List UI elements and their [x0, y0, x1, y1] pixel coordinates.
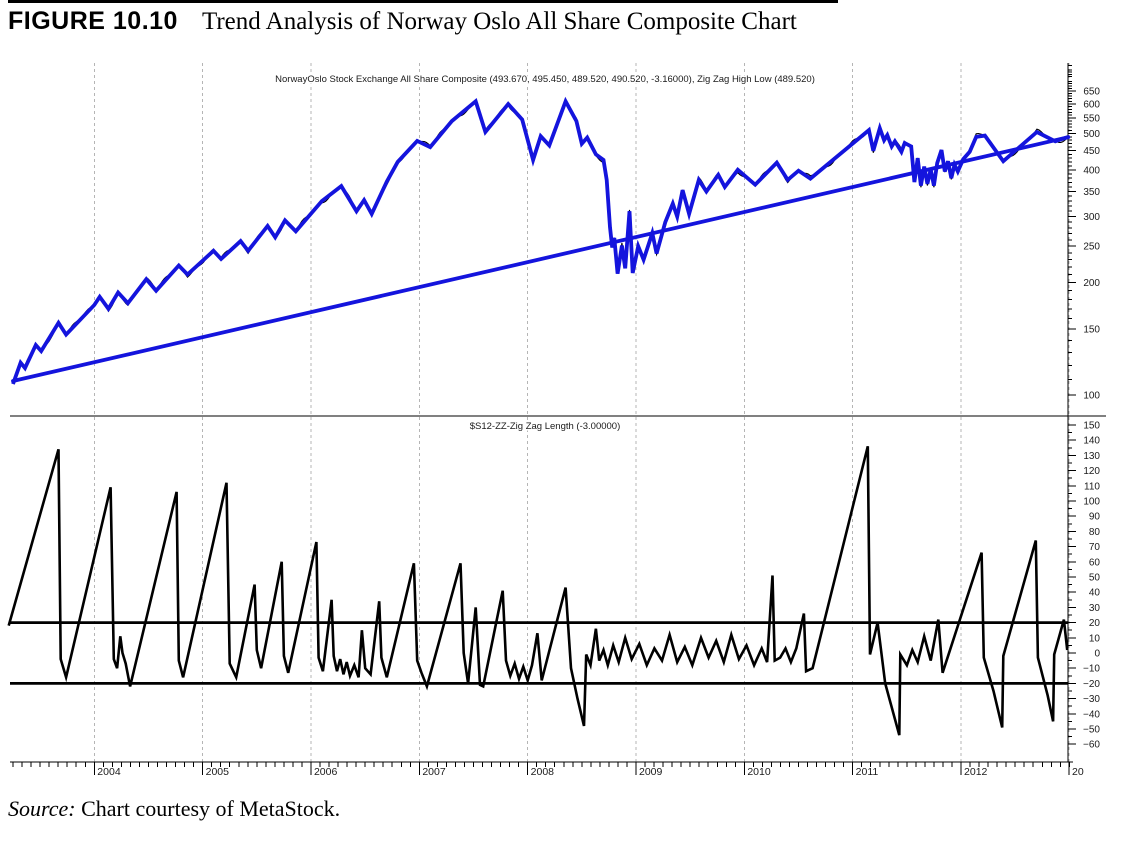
- svg-text:2006: 2006: [314, 766, 338, 778]
- svg-text:−60: −60: [1083, 740, 1100, 751]
- svg-text:−20: −20: [1083, 679, 1100, 690]
- svg-text:550: 550: [1083, 114, 1100, 125]
- svg-text:650: 650: [1083, 87, 1100, 98]
- source-credit: Source: Chart courtesy of MetaStock.: [8, 796, 340, 822]
- figure-number-label: FIGURE 10.10: [8, 7, 178, 35]
- caption-top-rule: [8, 0, 838, 3]
- right-axis-indicator: 1501401301201101009080706050403020100−10…: [1068, 421, 1100, 751]
- svg-text:2011: 2011: [856, 766, 879, 778]
- metastock-chart: 6506005505004504003503002502001501001501…: [7, 63, 1106, 778]
- indicator-reference-lines: [10, 621, 1068, 685]
- source-text: Chart courtesy of MetaStock.: [75, 796, 341, 821]
- svg-text:50: 50: [1089, 573, 1101, 584]
- svg-text:80: 80: [1089, 527, 1101, 538]
- source-prefix: Source:: [8, 796, 76, 821]
- svg-text:350: 350: [1083, 187, 1100, 198]
- svg-text:2012: 2012: [964, 766, 988, 778]
- svg-text:150: 150: [1083, 421, 1100, 432]
- svg-text:100: 100: [1083, 497, 1100, 508]
- x-axis: 2004 2005 2006 2007 2008 2009 2010 2011 2012 20: [12, 762, 1084, 778]
- svg-text:450: 450: [1083, 146, 1100, 157]
- svg-text:130: 130: [1083, 451, 1100, 462]
- svg-text:300: 300: [1083, 212, 1100, 223]
- svg-text:30: 30: [1089, 603, 1101, 614]
- svg-text:200: 200: [1083, 278, 1100, 289]
- indicator-panel-title: $S12-ZZ-Zig Zag Length (-3.00000): [470, 421, 621, 432]
- price-line: [12, 99, 1069, 385]
- svg-text:120: 120: [1083, 466, 1100, 477]
- svg-text:2009: 2009: [639, 766, 663, 778]
- svg-text:−30: −30: [1083, 694, 1100, 705]
- svg-text:20: 20: [1089, 618, 1101, 629]
- svg-text:60: 60: [1089, 557, 1101, 568]
- svg-text:400: 400: [1083, 165, 1100, 176]
- svg-text:−50: −50: [1083, 725, 1100, 736]
- svg-text:2008: 2008: [531, 766, 555, 778]
- svg-text:140: 140: [1083, 436, 1100, 447]
- indicator-line: [7, 445, 1069, 736]
- svg-text:500: 500: [1083, 129, 1100, 140]
- figure-title: Trend Analysis of Norway Oslo All Share …: [201, 8, 797, 35]
- figure-caption: FIGURE 10.10 Trend Analysis of Norway Osl…: [8, 7, 797, 36]
- svg-text:2005: 2005: [206, 766, 230, 778]
- svg-text:10: 10: [1089, 633, 1101, 644]
- svg-text:150: 150: [1083, 325, 1100, 336]
- svg-text:−40: −40: [1083, 709, 1100, 720]
- svg-text:2007: 2007: [422, 766, 446, 778]
- svg-text:70: 70: [1089, 542, 1101, 553]
- svg-text:−10: −10: [1083, 664, 1100, 675]
- svg-text:20: 20: [1072, 766, 1084, 778]
- svg-text:250: 250: [1083, 242, 1100, 253]
- price-panel-title: NorwayOslo Stock Exchange All Share Comp…: [275, 74, 815, 85]
- svg-text:2010: 2010: [747, 766, 771, 778]
- svg-text:100: 100: [1083, 390, 1100, 401]
- zigzag-line: [11, 96, 1069, 385]
- svg-text:2004: 2004: [97, 766, 121, 778]
- svg-text:0: 0: [1094, 649, 1100, 660]
- svg-text:600: 600: [1083, 99, 1100, 110]
- svg-text:110: 110: [1084, 481, 1100, 492]
- svg-text:40: 40: [1089, 588, 1101, 599]
- svg-text:90: 90: [1089, 512, 1101, 523]
- trendline: [11, 135, 1071, 383]
- metastock-chart-container: 650 600 550 500 450 400 350 300 250 200 150 100 150 1…: [0, 55, 1133, 795]
